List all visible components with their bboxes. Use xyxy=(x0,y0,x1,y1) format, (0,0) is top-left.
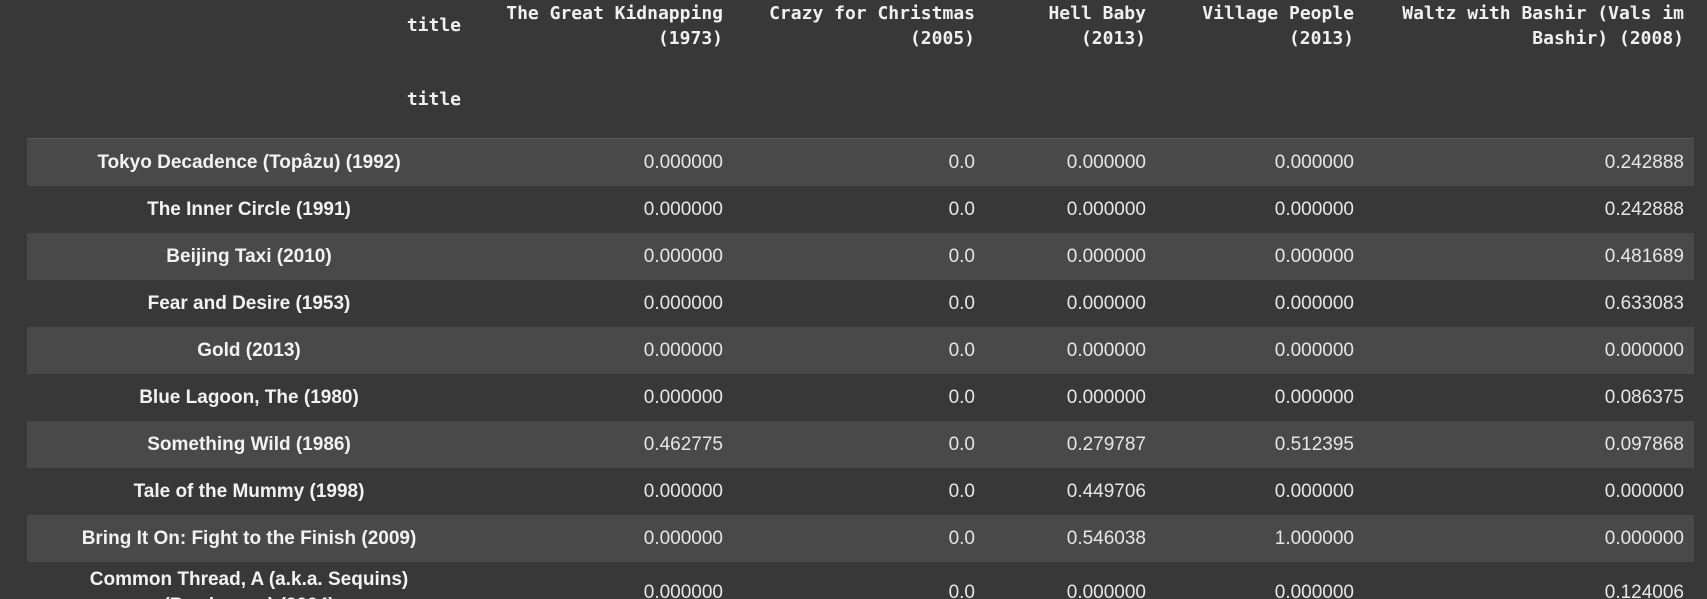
table-body: Tokyo Decadence (Topâzu) (1992) 0.000000 0… xyxy=(27,138,1694,599)
table-cell: 0.449706 xyxy=(1066,480,1146,502)
table-cell: 0.000000 xyxy=(1066,582,1146,599)
table-cell: 0.0 xyxy=(948,582,975,599)
table-header: title The Great Kidnapping (1973) Crazy … xyxy=(27,0,1694,139)
table-cell: 0.000000 xyxy=(1066,151,1146,173)
table-cell: 0.0 xyxy=(948,292,975,314)
row-index-label: Common Thread, A (a.k.a. Sequins) (Brode… xyxy=(89,569,409,599)
table-cell: 0.0 xyxy=(948,339,975,361)
table-cell: 0.0 xyxy=(948,480,975,502)
row-index-label: Tale of the Mummy (1998) xyxy=(133,480,365,502)
table-cell: 0.000000 xyxy=(1066,339,1146,361)
column-header: Waltz with Bashir (Vals im Bashir) (2008… xyxy=(1402,3,1684,49)
table-cell: 0.097868 xyxy=(1604,433,1684,455)
row-index-label: Something Wild (1986) xyxy=(147,433,351,455)
table-cell: 0.000000 xyxy=(1274,582,1354,599)
table-row: The Inner Circle (1991) 0.000000 0.0 0.0000… xyxy=(27,186,1694,233)
table-cell: 0.000000 xyxy=(643,245,723,267)
table-cell: 0.000000 xyxy=(1066,386,1146,408)
table-cell: 0.000000 xyxy=(1274,245,1354,267)
row-index-label: Blue Lagoon, The (1980) xyxy=(139,386,359,408)
column-header: Hell Baby (2013) xyxy=(1048,3,1146,49)
table-cell: 0.0 xyxy=(948,386,975,408)
table-row: Blue Lagoon, The (1980) 0.000000 0.0 0.0000… xyxy=(27,374,1694,421)
table-cell: 0.0 xyxy=(948,433,975,455)
table-row: Tokyo Decadence (Topâzu) (1992) 0.000000 0… xyxy=(27,138,1694,186)
table-row: Tale of the Mummy (1998) 0.000000 0.0 0.449… xyxy=(27,468,1694,515)
row-index-label: The Inner Circle (1991) xyxy=(147,198,351,220)
table-cell: 1.000000 xyxy=(1274,527,1354,549)
table-cell: 0.000000 xyxy=(643,292,723,314)
table-cell: 0.0 xyxy=(948,245,975,267)
table-cell: 0.000000 xyxy=(1604,480,1684,502)
column-header: Village People (2013) xyxy=(1202,3,1354,49)
table-cell: 0.462775 xyxy=(643,433,723,455)
table-cell: 0.086375 xyxy=(1604,386,1684,408)
row-index-label: Bring It On: Fight to the Finish (2009) xyxy=(81,527,417,549)
index-name-row: title xyxy=(27,71,1694,139)
row-index-label: Tokyo Decadence (Topâzu) (1992) xyxy=(97,151,401,173)
table-cell: 0.000000 xyxy=(643,386,723,408)
dataframe-table: title The Great Kidnapping (1973) Crazy … xyxy=(27,0,1694,599)
table-cell: 0.000000 xyxy=(1274,480,1354,502)
table-cell: 0.000000 xyxy=(643,480,723,502)
index-name-label: title xyxy=(406,89,461,110)
table-cell: 0.000000 xyxy=(1274,198,1354,220)
table-cell: 0.000000 xyxy=(1066,292,1146,314)
table-cell: 0.000000 xyxy=(1274,386,1354,408)
table-row: Something Wild (1986) 0.462775 0.0 0.279787… xyxy=(27,421,1694,468)
table-row: Bring It On: Fight to the Finish (2009) 0… xyxy=(27,515,1694,562)
table-cell: 0.000000 xyxy=(643,151,723,173)
table-cell: 0.000000 xyxy=(1066,245,1146,267)
table-row: Fear and Desire (1953) 0.000000 0.0 0.00000… xyxy=(27,280,1694,327)
table-cell: 0.0 xyxy=(948,151,975,173)
table-cell: 0.000000 xyxy=(643,582,723,599)
table-cell: 0.000000 xyxy=(643,339,723,361)
table-row: Gold (2013) 0.000000 0.0 0.000000 0.000000 0.… xyxy=(27,327,1694,374)
table-row: Common Thread, A (a.k.a. Sequins) (Brode… xyxy=(27,562,1694,599)
table-cell: 0.481689 xyxy=(1604,245,1684,267)
column-header-row: title The Great Kidnapping (1973) Crazy … xyxy=(27,0,1694,71)
table-cell: 0.0 xyxy=(948,198,975,220)
table-cell: 0.000000 xyxy=(1066,198,1146,220)
row-index-label: Gold (2013) xyxy=(197,339,301,361)
table-cell: 0.000000 xyxy=(643,198,723,220)
table-cell: 0.279787 xyxy=(1066,433,1146,455)
table-cell: 0.633083 xyxy=(1604,292,1684,314)
table-row: Beijing Taxi (2010) 0.000000 0.0 0.000000 0.… xyxy=(27,233,1694,280)
row-index-label: Beijing Taxi (2010) xyxy=(166,245,332,267)
table-cell: 0.000000 xyxy=(1274,339,1354,361)
column-header: Crazy for Christmas (2005) xyxy=(769,3,975,49)
columns-name-label: title xyxy=(406,15,461,36)
table-cell: 0.512395 xyxy=(1274,433,1354,455)
table-cell: 0.000000 xyxy=(643,527,723,549)
table-cell: 0.000000 xyxy=(1604,527,1684,549)
table-cell: 0.242888 xyxy=(1604,151,1684,173)
column-header: The Great Kidnapping (1973) xyxy=(506,3,723,49)
table-cell: 0.000000 xyxy=(1274,151,1354,173)
table-cell: 0.242888 xyxy=(1604,198,1684,220)
table-cell: 0.000000 xyxy=(1274,292,1354,314)
table-cell: 0.124006 xyxy=(1604,582,1684,599)
table-cell: 0.0 xyxy=(948,527,975,549)
table-cell: 0.546038 xyxy=(1066,527,1146,549)
row-index-label: Fear and Desire (1953) xyxy=(147,292,351,314)
table-cell: 0.000000 xyxy=(1604,339,1684,361)
